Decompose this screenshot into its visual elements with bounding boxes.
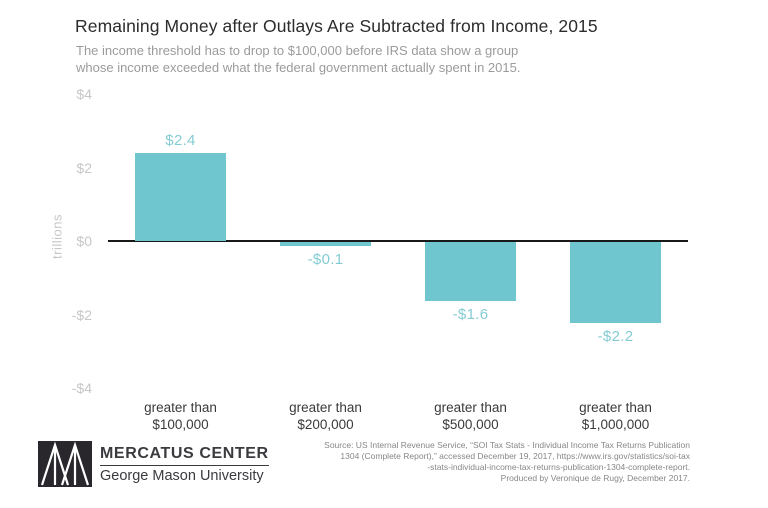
subtitle-line-1: The income threshold has to drop to $100…: [76, 43, 519, 58]
bar-4: [570, 242, 661, 323]
mercatus-logo-name: MERCATUS CENTER: [100, 445, 269, 466]
x-category-line: greater than: [144, 400, 217, 415]
bar-value-label-4: -$2.2: [597, 327, 634, 345]
y-tick-label: $0: [76, 233, 92, 249]
chart-subtitle: The income threshold has to drop to $100…: [76, 42, 520, 76]
mercatus-logo: MERCATUS CENTER George Mason University: [38, 441, 269, 487]
x-category-line: greater than: [289, 400, 362, 415]
source-note: Source: US Internal Revenue Service, “SO…: [270, 440, 690, 484]
plot-area: $2.4 -$0.1 -$1.6 -$2.2: [108, 94, 688, 388]
chart-title: Remaining Money after Outlays Are Subtra…: [75, 16, 598, 36]
x-category-label-2: greater than $200,000: [253, 399, 398, 433]
y-axis-ticks: $4 $2 $0 -$2 -$4: [40, 86, 92, 396]
source-line: Source: US Internal Revenue Service, “SO…: [324, 440, 690, 450]
source-line: -stats-individual-income-tax-returns-pub…: [427, 462, 690, 472]
x-category-line: $100,000: [152, 417, 209, 432]
bar-value-label-1: $2.4: [165, 131, 196, 149]
x-category-line: greater than: [579, 400, 652, 415]
zero-baseline: [108, 240, 688, 242]
x-category-line: $200,000: [297, 417, 354, 432]
bar-value-label-3: -$1.6: [452, 305, 489, 323]
x-category-line: greater than: [434, 400, 507, 415]
x-category-label-4: greater than $1,000,000: [543, 399, 688, 433]
y-tick-label: $4: [76, 86, 92, 102]
mercatus-logo-text: MERCATUS CENTER George Mason University: [100, 445, 269, 484]
x-category-label-3: greater than $500,000: [398, 399, 543, 433]
y-tick-label: -$4: [71, 380, 92, 396]
bar-value-label-2: -$0.1: [307, 250, 344, 268]
bar-1: [135, 152, 226, 241]
source-line: 1304 (Complete Report),” accessed Decemb…: [340, 451, 690, 461]
x-category-line: $500,000: [442, 417, 499, 432]
x-category-label-1: greater than $100,000: [108, 399, 253, 433]
source-line: Produced by Veronique de Rugy, December …: [500, 473, 690, 483]
y-tick-label: -$2: [71, 306, 92, 323]
x-category-line: $1,000,000: [581, 417, 650, 432]
mercatus-logo-subname: George Mason University: [100, 467, 264, 484]
bar-3: [425, 242, 516, 301]
bar-2: [280, 242, 371, 246]
x-axis-categories: greater than $100,000 greater than $200,000…: [108, 399, 688, 435]
y-tick-label: $2: [76, 159, 92, 176]
subtitle-line-2: whose income exceeded what the federal g…: [76, 60, 521, 75]
mercatus-logo-icon: [38, 441, 92, 487]
